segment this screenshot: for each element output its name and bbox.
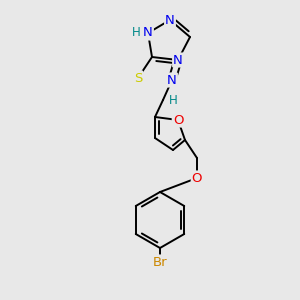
- Text: S: S: [134, 71, 142, 85]
- Text: N: N: [143, 26, 153, 40]
- Text: O: O: [173, 113, 183, 127]
- Text: O: O: [192, 172, 202, 184]
- Text: N: N: [167, 74, 177, 86]
- Text: N: N: [173, 53, 183, 67]
- Text: N: N: [165, 14, 175, 26]
- Text: H: H: [132, 26, 140, 38]
- Text: Br: Br: [153, 256, 167, 268]
- Text: H: H: [169, 94, 177, 107]
